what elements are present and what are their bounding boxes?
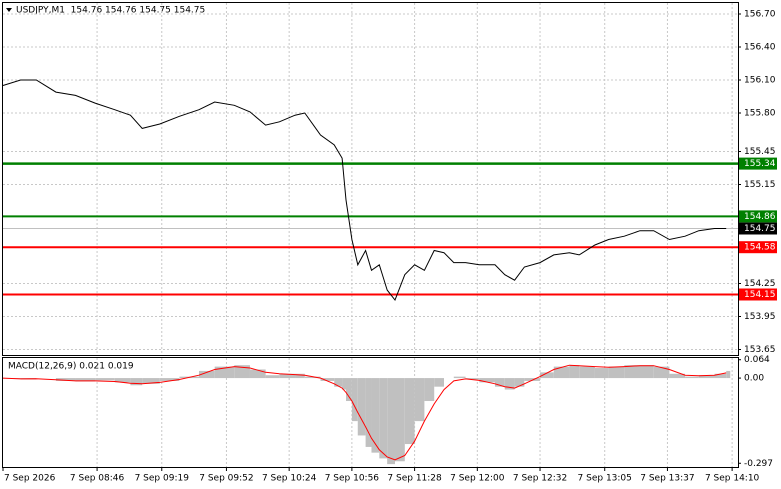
macd-bar [342,378,346,390]
x-tick-label: 7 Sep 11:28 [387,474,442,484]
macd-bar [295,373,305,379]
macd-bar [453,376,466,379]
macd-bar [494,378,505,387]
signal-line [2,364,727,461]
macd-panel [2,357,739,468]
chart-title: USDJPY,M1 154.76 154.76 154.75 154.75 [16,6,205,16]
current-price-bg [739,222,777,235]
x-tick-label: 7 Sep 2026 [4,474,56,484]
macd-bar [346,378,352,402]
macd-bar [414,378,425,422]
level-label-bg [739,241,777,254]
macd-bar [608,366,625,379]
macd-bar [553,366,570,379]
level-label: 154.86 [744,212,776,222]
macd-bar [404,378,415,445]
macd-bar [334,378,343,387]
macd-title: MACD(12,26,9) 0.021 0.019 [8,362,134,372]
y-tick-label: 156.10 [744,76,776,86]
macd-bar [95,378,115,381]
macd-bar [387,378,395,465]
macd-bar [504,378,515,390]
y-tick-label: 0.00 [744,374,764,384]
x-tick-label: 7 Sep 13:05 [578,474,632,484]
macd-bar [424,378,435,402]
macd-bar [669,373,686,379]
macd-bar [75,378,96,382]
x-tick-label: 7 Sep 09:19 [135,474,190,484]
level-label-bg [739,157,777,170]
macd-bar [351,378,358,422]
macd-bar [265,375,280,379]
macd-bar [624,365,640,379]
y-tick-label: 154.25 [744,279,776,289]
level-label: 154.15 [744,290,776,300]
x-tick-label: 7 Sep 14:10 [705,474,760,484]
y-tick-label: -0.297 [744,459,773,469]
macd-bar [379,378,388,459]
x-tick-label: 7 Sep 13:37 [640,474,694,484]
macd-bar [55,378,76,381]
macd-bar [365,378,372,447]
macd-bar [357,378,366,436]
y-tick-label: 0.064 [744,355,770,365]
x-tick-label: 7 Sep 09:52 [199,474,253,484]
menu-arrow[interactable] [6,8,12,12]
macd-bar [214,366,235,379]
macd-bar [114,378,131,383]
x-tick-label: 7 Sep 10:56 [325,474,380,484]
macd-bar [434,378,444,387]
macd-bar [395,378,405,462]
price-line [2,79,727,301]
current-price-label: 154.75 [744,224,776,234]
macd-bar [540,372,554,379]
macd-bar [698,375,715,379]
x-tick-label: 7 Sep 12:32 [513,474,567,484]
y-tick-label: 155.45 [744,147,776,157]
macd-bar [569,365,580,379]
macd-bar [234,365,250,379]
x-tick-label: 7 Sep 10:24 [262,474,317,484]
macd-bar [685,376,699,379]
x-tick-label: 7 Sep 08:46 [70,474,125,484]
macd-bar [579,366,595,379]
macd-bar [249,369,266,379]
y-tick-label: 153.65 [744,345,776,355]
macd-bar [524,378,541,381]
macd-bar [465,378,480,380]
macd-bar [159,378,180,381]
macd-bar [371,378,380,453]
level-label: 154.58 [744,243,776,253]
price-panel [2,2,739,356]
macd-bar [130,378,143,386]
macd-bar [199,370,215,379]
level-label-bg [739,288,777,301]
macd-bar [279,373,296,379]
y-tick-label: 155.80 [744,109,776,119]
macd-bar [653,366,670,379]
macd-bar [726,370,731,379]
macd-bar [479,378,495,383]
macd-bar [640,365,654,379]
y-tick-label: 155.15 [744,180,776,190]
y-tick-label: 156.40 [744,43,776,53]
macd-bar [142,378,160,384]
x-tick-label: 7 Sep 12:00 [450,474,505,484]
level-label-bg [739,210,777,223]
macd-bar [714,373,727,379]
level-label: 155.34 [744,159,776,169]
macd-bar [594,368,609,379]
macd-bar [320,378,335,381]
y-tick-label: 156.70 [744,10,776,20]
y-tick-label: 153.95 [744,312,776,322]
macd-bar [304,376,321,379]
macd-bar [514,378,525,387]
